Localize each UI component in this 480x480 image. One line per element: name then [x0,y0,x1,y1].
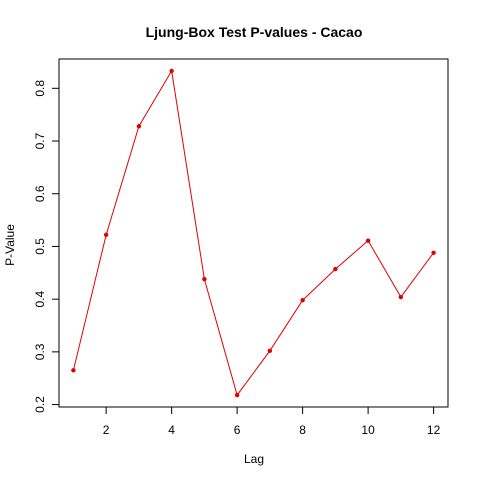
y-tick-label: 0.3 [33,343,47,360]
data-point [169,68,174,74]
data-point [71,368,76,373]
data-point [365,238,371,243]
data-point [333,266,338,272]
y-axis-label: P-Value [3,224,17,266]
series-line [72,69,434,397]
data-point [398,294,404,300]
y-tick-label: 0.2 [33,396,47,413]
x-axis-label: Lag [244,452,264,466]
y-tick-label: 0.4 [33,290,47,307]
x-tick-label: 10 [361,423,375,437]
y-tick-label: 0.6 [33,185,47,202]
data-point [431,250,436,255]
data-point [234,392,240,398]
data-point [202,276,207,282]
y-axis: 0.2 0.3 0.4 0.5 0.6 0.7 0.8 [33,80,60,413]
y-tick-label: 0.8 [33,80,47,97]
series-layer [71,68,436,398]
x-tick-label: 2 [103,423,110,437]
y-tick-label: 0.5 [33,238,47,255]
x-tick-label: 6 [234,423,241,437]
y-tick-label: 0.7 [33,132,47,149]
x-tick-label: 8 [299,423,306,437]
data-point [136,124,142,129]
chart-title: Ljung-Box Test P-values - Cacao [146,24,363,40]
x-tick-label: 4 [168,423,175,437]
data-point [300,298,305,303]
x-axis: 2 4 6 8 10 12 [103,406,441,437]
data-point [267,348,273,354]
data-point [103,232,109,238]
x-tick-label: 12 [427,423,441,437]
